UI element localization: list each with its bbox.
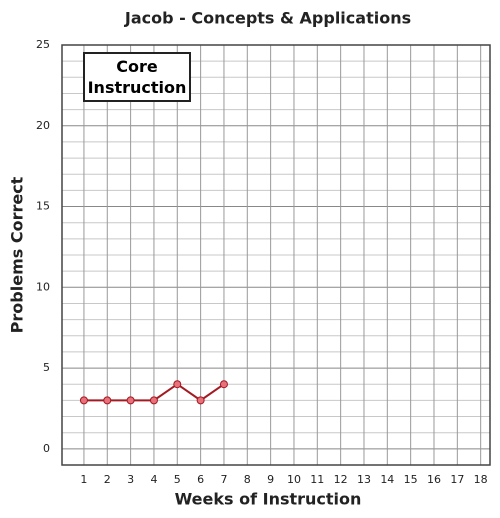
x-tick-label: 12 bbox=[334, 473, 348, 486]
chart-title: Jacob - Concepts & Applications bbox=[124, 9, 411, 28]
x-tick-label: 3 bbox=[127, 473, 134, 486]
x-tick-label: 1 bbox=[80, 473, 87, 486]
x-tick-label: 15 bbox=[404, 473, 418, 486]
x-tick-label: 13 bbox=[357, 473, 371, 486]
annotation: Core Instruction bbox=[83, 52, 191, 102]
x-tick-label: 2 bbox=[104, 473, 111, 486]
x-tick-label: 4 bbox=[150, 473, 157, 486]
y-tick-label: 5 bbox=[43, 361, 50, 374]
y-tick-label: 15 bbox=[36, 200, 50, 213]
marker bbox=[126, 396, 135, 405]
x-tick-label: 14 bbox=[380, 473, 394, 486]
x-tick-label: 7 bbox=[220, 473, 227, 486]
y-tick-label: 0 bbox=[43, 442, 50, 455]
marker bbox=[103, 396, 112, 405]
y-tick-label: 25 bbox=[36, 38, 50, 51]
x-tick-label: 5 bbox=[174, 473, 181, 486]
marker bbox=[79, 396, 88, 405]
x-tick-label: 11 bbox=[310, 473, 324, 486]
x-tick-label: 17 bbox=[450, 473, 464, 486]
marker bbox=[173, 380, 182, 389]
x-tick-label: 10 bbox=[287, 473, 301, 486]
x-tick-label: 6 bbox=[197, 473, 204, 486]
marker bbox=[219, 380, 228, 389]
x-tick-label: 18 bbox=[474, 473, 488, 486]
plot-border bbox=[61, 44, 491, 466]
y-tick-label: 20 bbox=[36, 119, 50, 132]
marker bbox=[196, 396, 205, 405]
x-tick-label: 16 bbox=[427, 473, 441, 486]
x-tick-label: 8 bbox=[244, 473, 251, 486]
y-axis-title: Problems Correct bbox=[8, 176, 27, 333]
x-axis-title: Weeks of Instruction bbox=[175, 490, 362, 509]
x-tick-label: 9 bbox=[267, 473, 274, 486]
marker bbox=[149, 396, 158, 405]
y-tick-label: 10 bbox=[36, 280, 50, 293]
